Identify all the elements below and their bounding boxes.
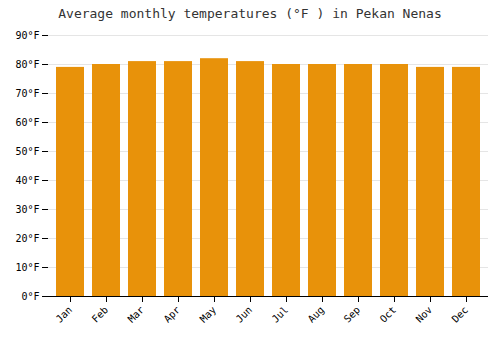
svg-text:0°F: 0°F <box>21 291 39 302</box>
svg-text:40°F: 40°F <box>15 175 39 186</box>
svg-text:80°F: 80°F <box>15 59 39 70</box>
html-text:Average monthly temperatures (: Average monthly temperatures (°F ) in Pe… <box>58 6 442 21</box>
svg-text:Nov: Nov <box>414 304 435 325</box>
svg-text:Jul: Jul <box>270 304 291 325</box>
svg-text:Jun: Jun <box>234 304 255 325</box>
svg-text:Oct: Oct <box>378 304 399 325</box>
svg-text:10°F: 10°F <box>15 262 39 273</box>
svg-text:Jan: Jan <box>54 304 75 325</box>
svg-text:20°F: 20°F <box>15 233 39 244</box>
svg-text:Sep: Sep <box>342 304 363 325</box>
svg-text:Dec: Dec <box>450 304 471 325</box>
svg-text:60°F: 60°F <box>15 117 39 128</box>
svg-text:90°F: 90°F <box>15 30 39 41</box>
svg-text:Feb: Feb <box>90 304 111 325</box>
svg-text:50°F: 50°F <box>15 146 39 157</box>
svg-text:30°F: 30°F <box>15 204 39 215</box>
svg-text:70°F: 70°F <box>15 88 39 99</box>
svg-text:Apr: Apr <box>162 304 183 325</box>
svg-text:May: May <box>198 304 219 325</box>
svg-text:Aug: Aug <box>306 304 327 325</box>
svg-text:Mar: Mar <box>126 304 147 325</box>
